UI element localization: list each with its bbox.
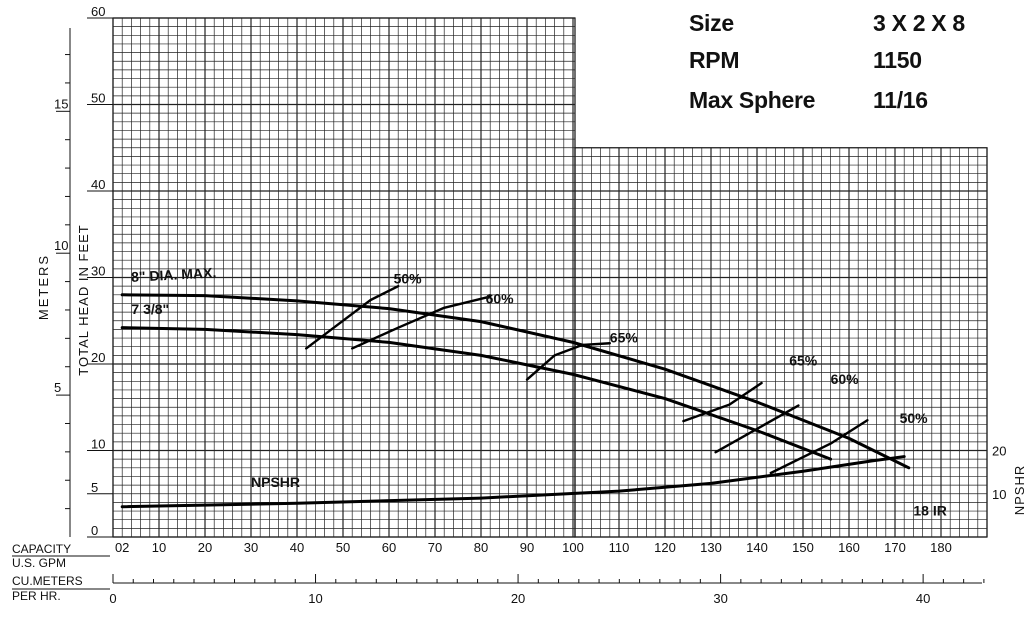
size-value: 3 X 2 X 8 [873,10,965,36]
series-line [120,455,906,509]
chart-annotation: 8" DIA. MAX. [131,264,217,284]
series-line [120,326,833,461]
chart-curves [120,284,911,509]
chart-annotation: 60% [486,290,515,306]
chart-annotation: NPSHR [251,474,300,490]
cu-meters-label: CU.METERS [12,574,83,588]
x-tick-label: 130 [700,540,722,555]
chart-annotation: 65% [610,329,639,345]
us-gpm-label: U.S. GPM [12,556,66,570]
chart-annotation: 7 3/8" [131,301,169,317]
efficiency-curve [305,284,400,350]
rpm-value: 1150 [873,47,922,73]
size-label: Size [689,10,734,36]
y-tick-label: 50 [91,91,105,106]
x-tick-label: 10 [152,540,166,555]
x-tick-label: 160 [838,540,860,555]
x-tick-label: 150 [792,540,814,555]
meters-axis-title: METERS [36,254,51,320]
max-sphere-label: Max Sphere [689,87,816,113]
chart-labels: 8" DIA. MAX. 7 3/8" 50% 60% 65% 65% 60% 50% NPSH… [131,264,947,518]
cu-m-tick-label: 10 [308,591,322,606]
x-tick-label: 30 [244,540,258,555]
npshr-tick-label: 10 [992,487,1006,502]
cu-m-tick-label: 0 [109,591,116,606]
max-sphere-value: 11/16 [873,87,928,113]
efficiency-curve [351,295,492,350]
chart-annotation: 65% [789,353,818,369]
y-tick-label: 0 [91,523,98,538]
efficiency-curve [769,419,869,475]
y-tick-label: 10 [91,437,105,452]
npshr-tick-label: 20 [992,444,1006,459]
efficiency-curve [525,342,611,381]
chart-annotation: 50% [900,410,929,426]
series-line [120,293,911,470]
y-tick-label: 40 [91,177,105,192]
efficiency-curve [682,381,763,423]
cu-m-tick-label: 20 [511,591,525,606]
x-tick-label: 170 [884,540,906,555]
chart-annotation: 18 IR [913,502,946,518]
meters-tick-label: 10 [54,238,68,253]
x-tick-label: 90 [520,540,534,555]
x-tick-label: 60 [382,540,396,555]
x-tick-label: 100 [562,540,584,555]
meters-tick-label: 5 [54,380,61,395]
chart-axes: 0 5 10 20 30 40 50 60 5 10 15 METERS TOTAL HEAD IN F… [12,4,1027,606]
x-tick-label: 120 [654,540,676,555]
x-tick-label: 20 [198,540,212,555]
meters-tick-label: 15 [54,96,68,111]
cu-m-tick-label: 40 [916,591,930,606]
capacity-label: CAPACITY [12,542,71,556]
x-tick-label: 180 [930,540,952,555]
cu-m-tick-label: 30 [713,591,727,606]
chart-annotation: 60% [831,371,860,387]
x-tick-label: 50 [336,540,350,555]
chart-grid [112,17,988,538]
npshr-axis-title: NPSHR [1012,465,1027,516]
y-tick-label: 60 [91,4,105,19]
per-hr-label: PER HR. [12,589,61,603]
x-tick-label: 40 [290,540,304,555]
x-tick-label: 140 [746,540,768,555]
efficiency-curve [714,404,800,454]
y-tick-label: 5 [91,480,98,495]
y-tick-label: 30 [91,264,105,279]
y-tick-label: 20 [91,350,105,365]
chart-annotation: 50% [394,271,423,287]
x-tick-label: 80 [474,540,488,555]
x-tick-label: 02 [115,540,129,555]
y-axis-title: TOTAL HEAD IN FEET [76,224,91,375]
x-tick-label: 110 [609,540,630,555]
rpm-label: RPM [689,47,740,73]
x-tick-label: 70 [428,540,442,555]
